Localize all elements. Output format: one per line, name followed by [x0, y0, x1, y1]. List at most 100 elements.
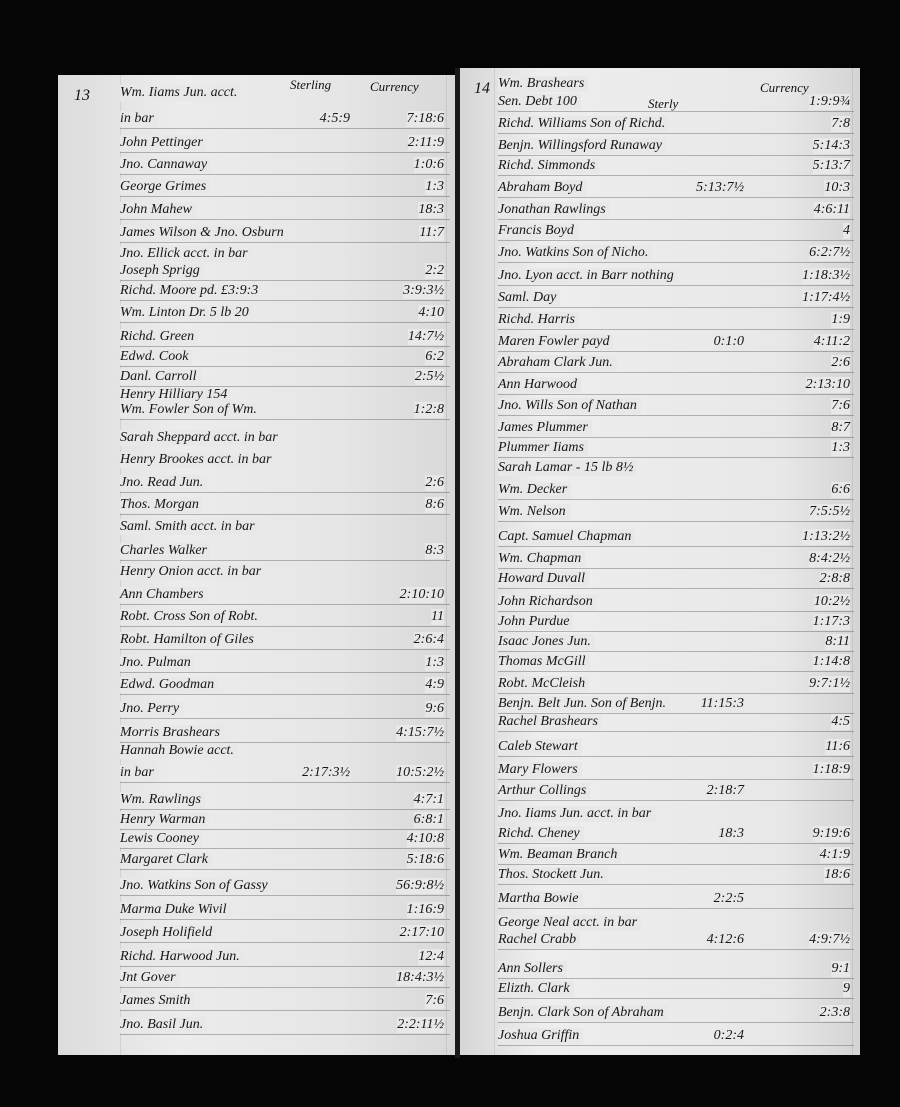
entry-name: Thomas McGill — [498, 654, 590, 670]
entry-name: Margaret Clark — [120, 852, 213, 868]
ledger-row: Thos. Morgan 8:6 — [120, 497, 450, 517]
entry-currency-amount: 11 — [431, 609, 444, 625]
entry-sterling-amount: 0:1:0 — [713, 334, 744, 350]
ledger-row: Jno. Read Jun. 2:6 — [120, 475, 450, 495]
entry-name: Jno. Iiams Jun. acct. in bar — [498, 806, 656, 822]
entry-name: John Pettinger — [120, 135, 207, 151]
ledger-row: Richd. Harwood Jun. 12:4 — [120, 949, 450, 969]
entry-name: Richd. Moore pd. £3:9:3 — [120, 283, 263, 299]
entry-name: Rachel Brashears — [498, 714, 602, 730]
entry-name: Edwd. Goodman — [120, 677, 219, 693]
ledger-row: Arthur Collings 2:18:7 — [498, 783, 854, 803]
entry-currency-amount: 4:10 — [418, 305, 444, 321]
entry-currency-amount: 9 — [843, 981, 850, 997]
entry-currency-amount: 10:2½ — [813, 594, 850, 610]
folio-number: 13 — [74, 87, 90, 104]
entry-name: James Wilson & Jno. Osburn — [120, 225, 288, 241]
ruled-line — [120, 128, 450, 129]
entry-currency-amount: 18:4:3½ — [396, 970, 444, 986]
ledger-row: Benjn. Belt Jun. Son of Benjn. 11:15:3 — [498, 696, 854, 716]
entry-currency-amount: 5:14:3 — [812, 138, 850, 154]
entry-sterling-amount: 11:15:3 — [700, 696, 744, 712]
entry-currency-amount: 4:9 — [425, 677, 444, 693]
entry-sterling-amount: 2:2:5 — [713, 891, 744, 907]
entry-name: John Mahew — [120, 202, 196, 218]
entry-name: Plummer Iiams — [498, 440, 588, 456]
entry-name: John Richardson — [498, 594, 597, 610]
ruled-line — [498, 155, 854, 156]
ruled-line — [498, 372, 854, 373]
entry-name: George Grimes — [120, 179, 211, 195]
entry-currency-amount: 8:4:2½ — [809, 551, 850, 567]
ledger-row: Plummer Iiams 1:3 — [498, 440, 854, 460]
entry-name: Jno. Watkins Son of Nicho. — [498, 245, 653, 261]
entry-currency-amount: 8:3 — [425, 543, 444, 559]
ruled-line — [120, 848, 450, 849]
entry-currency-amount: 12:4 — [418, 949, 444, 965]
entry-currency-amount: 2:2:11½ — [397, 1017, 444, 1033]
ruled-line — [120, 280, 450, 281]
entry-name: Wm. Rawlings — [120, 792, 205, 808]
left-ledger-page: 13 Sterling Currency Wm. Iiams Jun. acct… — [58, 75, 456, 1055]
entry-currency-amount: 8:7 — [831, 420, 850, 436]
entry-currency-amount: 14:7½ — [407, 329, 444, 345]
ledger-row: Howard Duvall 2:8:8 — [498, 571, 854, 591]
entry-name: Robt. Cross Son of Robt. — [120, 609, 262, 625]
column-header-sterling: Sterling — [290, 77, 332, 92]
entry-currency-amount: 10:3 — [824, 180, 850, 196]
ledger-row: Wm. Beaman Branch 4:1:9 — [498, 847, 854, 867]
ruled-line — [498, 713, 854, 714]
entry-currency-amount: 6:8:1 — [413, 812, 444, 828]
entry-currency-amount: 1:9 — [831, 312, 850, 328]
ruled-line — [498, 307, 854, 308]
ruled-line — [498, 779, 854, 780]
ledger-row: Morris Brashears 4:15:7½ — [120, 725, 450, 745]
entry-name: Joseph Sprigg — [120, 263, 204, 279]
ledger-row: Edwd. Goodman 4:9 — [120, 677, 450, 697]
entry-name: Jno. Wills Son of Nathan — [498, 398, 641, 414]
ledger-row: Jno. Watkins Son of Nicho. 6:2:7½ — [498, 245, 854, 265]
ledger-row: Robt. Hamilton of Giles 2:6:4 — [120, 632, 450, 652]
ruled-line — [120, 1034, 450, 1035]
entry-currency-amount: 2:10:10 — [399, 587, 444, 603]
ledger-row: John Mahew 18:3 — [120, 202, 450, 222]
entry-name: Sarah Lamar - 15 lb 8½ — [498, 460, 638, 476]
ruled-line — [120, 492, 450, 493]
entry-name: Jno. Ellick acct. in bar — [120, 246, 252, 262]
ruled-line — [498, 884, 854, 885]
ledger-row: Wm. Rawlings 4:7:1 — [120, 792, 450, 812]
ledger-row: Mary Flowers 1:18:9 — [498, 762, 854, 782]
ruled-line — [120, 1010, 450, 1011]
entry-name: Benjn. Belt Jun. Son of Benjn. — [498, 696, 670, 712]
ledger-row: Ann Sollers 9:1 — [498, 961, 854, 981]
ruled-line — [120, 895, 450, 896]
ledger-row: Rachel Brashears 4:5 — [498, 714, 854, 734]
entry-name: Wm. Nelson — [498, 504, 570, 520]
entry-currency-amount: 1:3 — [425, 655, 444, 671]
ruled-line — [498, 978, 854, 979]
ruled-line — [498, 285, 854, 286]
entry-name: Wm. Chapman — [498, 551, 586, 567]
entry-name: George Neal acct. in bar — [498, 915, 642, 931]
entry-currency-amount: 4 — [843, 223, 850, 239]
entry-currency-amount: 9:7:1½ — [809, 676, 850, 692]
entry-name: Saml. Day — [498, 290, 561, 306]
ruled-line — [120, 672, 450, 673]
entry-currency-amount: 1:18:9 — [812, 762, 850, 778]
entry-name: Martha Bowie — [498, 891, 583, 907]
ruled-line — [498, 437, 854, 438]
ruled-line — [498, 546, 854, 547]
entry-currency-amount: 2:2 — [425, 263, 444, 279]
entry-name: Jnt Gover — [120, 970, 180, 986]
entry-name: Jno. Lyon acct. in Barr nothing — [498, 268, 678, 284]
entry-name: Hannah Bowie acct. — [120, 743, 238, 759]
entry-currency-amount: 18:3 — [418, 202, 444, 218]
ruled-line — [120, 300, 450, 301]
entry-name: Abraham Boyd — [498, 180, 587, 196]
entry-name: Elizth. Clark — [498, 981, 574, 997]
ledger-row: Richd. Green 14:7½ — [120, 329, 450, 349]
ruled-line — [120, 718, 450, 719]
entry-name: Henry Brookes acct. in bar — [120, 452, 276, 468]
ruled-line — [498, 175, 854, 176]
ledger-row: Robt. Cross Son of Robt. 11 — [120, 609, 450, 629]
